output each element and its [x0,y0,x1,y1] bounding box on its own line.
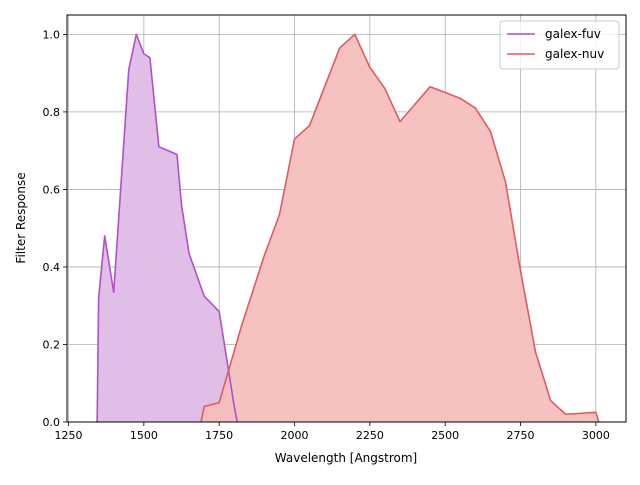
x-tick-label: 3000 [582,429,610,442]
axis-ticks: 1250 1500 1750 2000 2250 2500 2750 3000 0.0 0.2 0.… [43,28,610,442]
y-tick-label: 0.0 [43,416,61,429]
y-tick-label: 0.6 [43,183,61,196]
plot-frame [66,14,627,423]
series-fills [95,34,599,422]
series-fill-galex-nuv [201,34,599,422]
x-tick-label: 1250 [55,429,83,442]
x-tick-label: 1500 [130,429,158,442]
x-tick-label: 1750 [205,429,233,442]
x-tick-label: 2500 [431,429,459,442]
legend: galex-fuv galex-nuv [499,20,620,70]
y-tick-label: 1.0 [43,28,61,41]
series-line-galex-nuv [200,33,600,423]
series-line-galex-fuv [95,33,239,423]
x-axis-label: Wavelength [Angstrom] [275,451,417,465]
y-tick-label: 0.8 [43,106,61,119]
y-axis-label: Filter Response [14,172,28,263]
y-tick-label: 0.2 [43,338,61,351]
x-tick-label: 2750 [507,429,535,442]
x-tick-label: 2000 [281,429,309,442]
series-fill-galex-fuv [95,34,238,422]
y-tick-label: 0.4 [43,261,61,274]
legend-frame [499,20,620,70]
legend-label-galex-nuv: galex-nuv [545,47,604,61]
legend-label-galex-fuv: galex-fuv [545,27,601,41]
x-tick-label: 2250 [356,429,384,442]
series-lines [95,33,600,423]
